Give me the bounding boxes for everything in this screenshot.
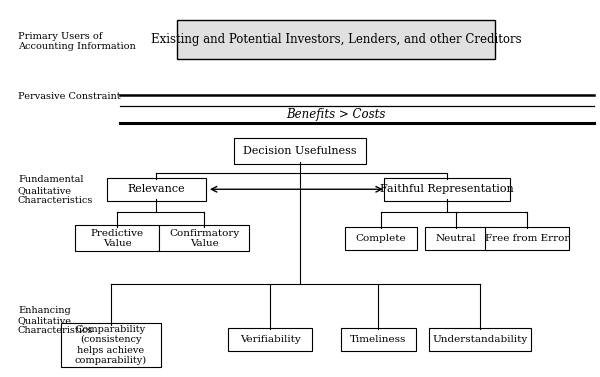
FancyBboxPatch shape [107, 178, 206, 201]
FancyBboxPatch shape [341, 328, 415, 351]
Text: Pervasive Constraint: Pervasive Constraint [18, 92, 121, 101]
FancyBboxPatch shape [61, 323, 161, 366]
FancyBboxPatch shape [425, 227, 487, 250]
Text: Free from Error: Free from Error [485, 234, 569, 243]
FancyBboxPatch shape [177, 20, 495, 60]
FancyBboxPatch shape [75, 225, 159, 251]
FancyBboxPatch shape [429, 328, 531, 351]
Text: Fundamental
Qualitative
Characteristics: Fundamental Qualitative Characteristics [18, 175, 94, 205]
Text: Relevance: Relevance [127, 184, 185, 194]
FancyBboxPatch shape [234, 138, 366, 164]
Text: Complete: Complete [356, 234, 406, 243]
Text: Primary Users of
Accounting Information: Primary Users of Accounting Information [18, 32, 136, 51]
Text: Enhancing
Qualitative
Characteristics: Enhancing Qualitative Characteristics [18, 305, 94, 336]
Text: Timeliness: Timeliness [350, 335, 406, 344]
FancyBboxPatch shape [384, 178, 510, 201]
Text: Existing and Potential Investors, Lenders, and other Creditors: Existing and Potential Investors, Lender… [151, 33, 521, 46]
Text: Predictive
Value: Predictive Value [91, 228, 143, 248]
Text: Benefits > Costs: Benefits > Costs [286, 109, 386, 121]
Text: Comparability
(consistency
helps achieve
comparability): Comparability (consistency helps achieve… [75, 325, 147, 365]
FancyBboxPatch shape [485, 227, 569, 250]
FancyBboxPatch shape [345, 227, 417, 250]
Text: Verifiability: Verifiability [239, 335, 301, 344]
Text: Confirmatory
Value: Confirmatory Value [169, 228, 239, 248]
Text: Understandability: Understandability [433, 335, 527, 344]
FancyBboxPatch shape [228, 328, 312, 351]
Text: Neutral: Neutral [436, 234, 476, 243]
Text: Decision Usefulness: Decision Usefulness [243, 146, 357, 156]
Text: Faithful Representation: Faithful Representation [380, 184, 514, 194]
FancyBboxPatch shape [159, 225, 249, 251]
